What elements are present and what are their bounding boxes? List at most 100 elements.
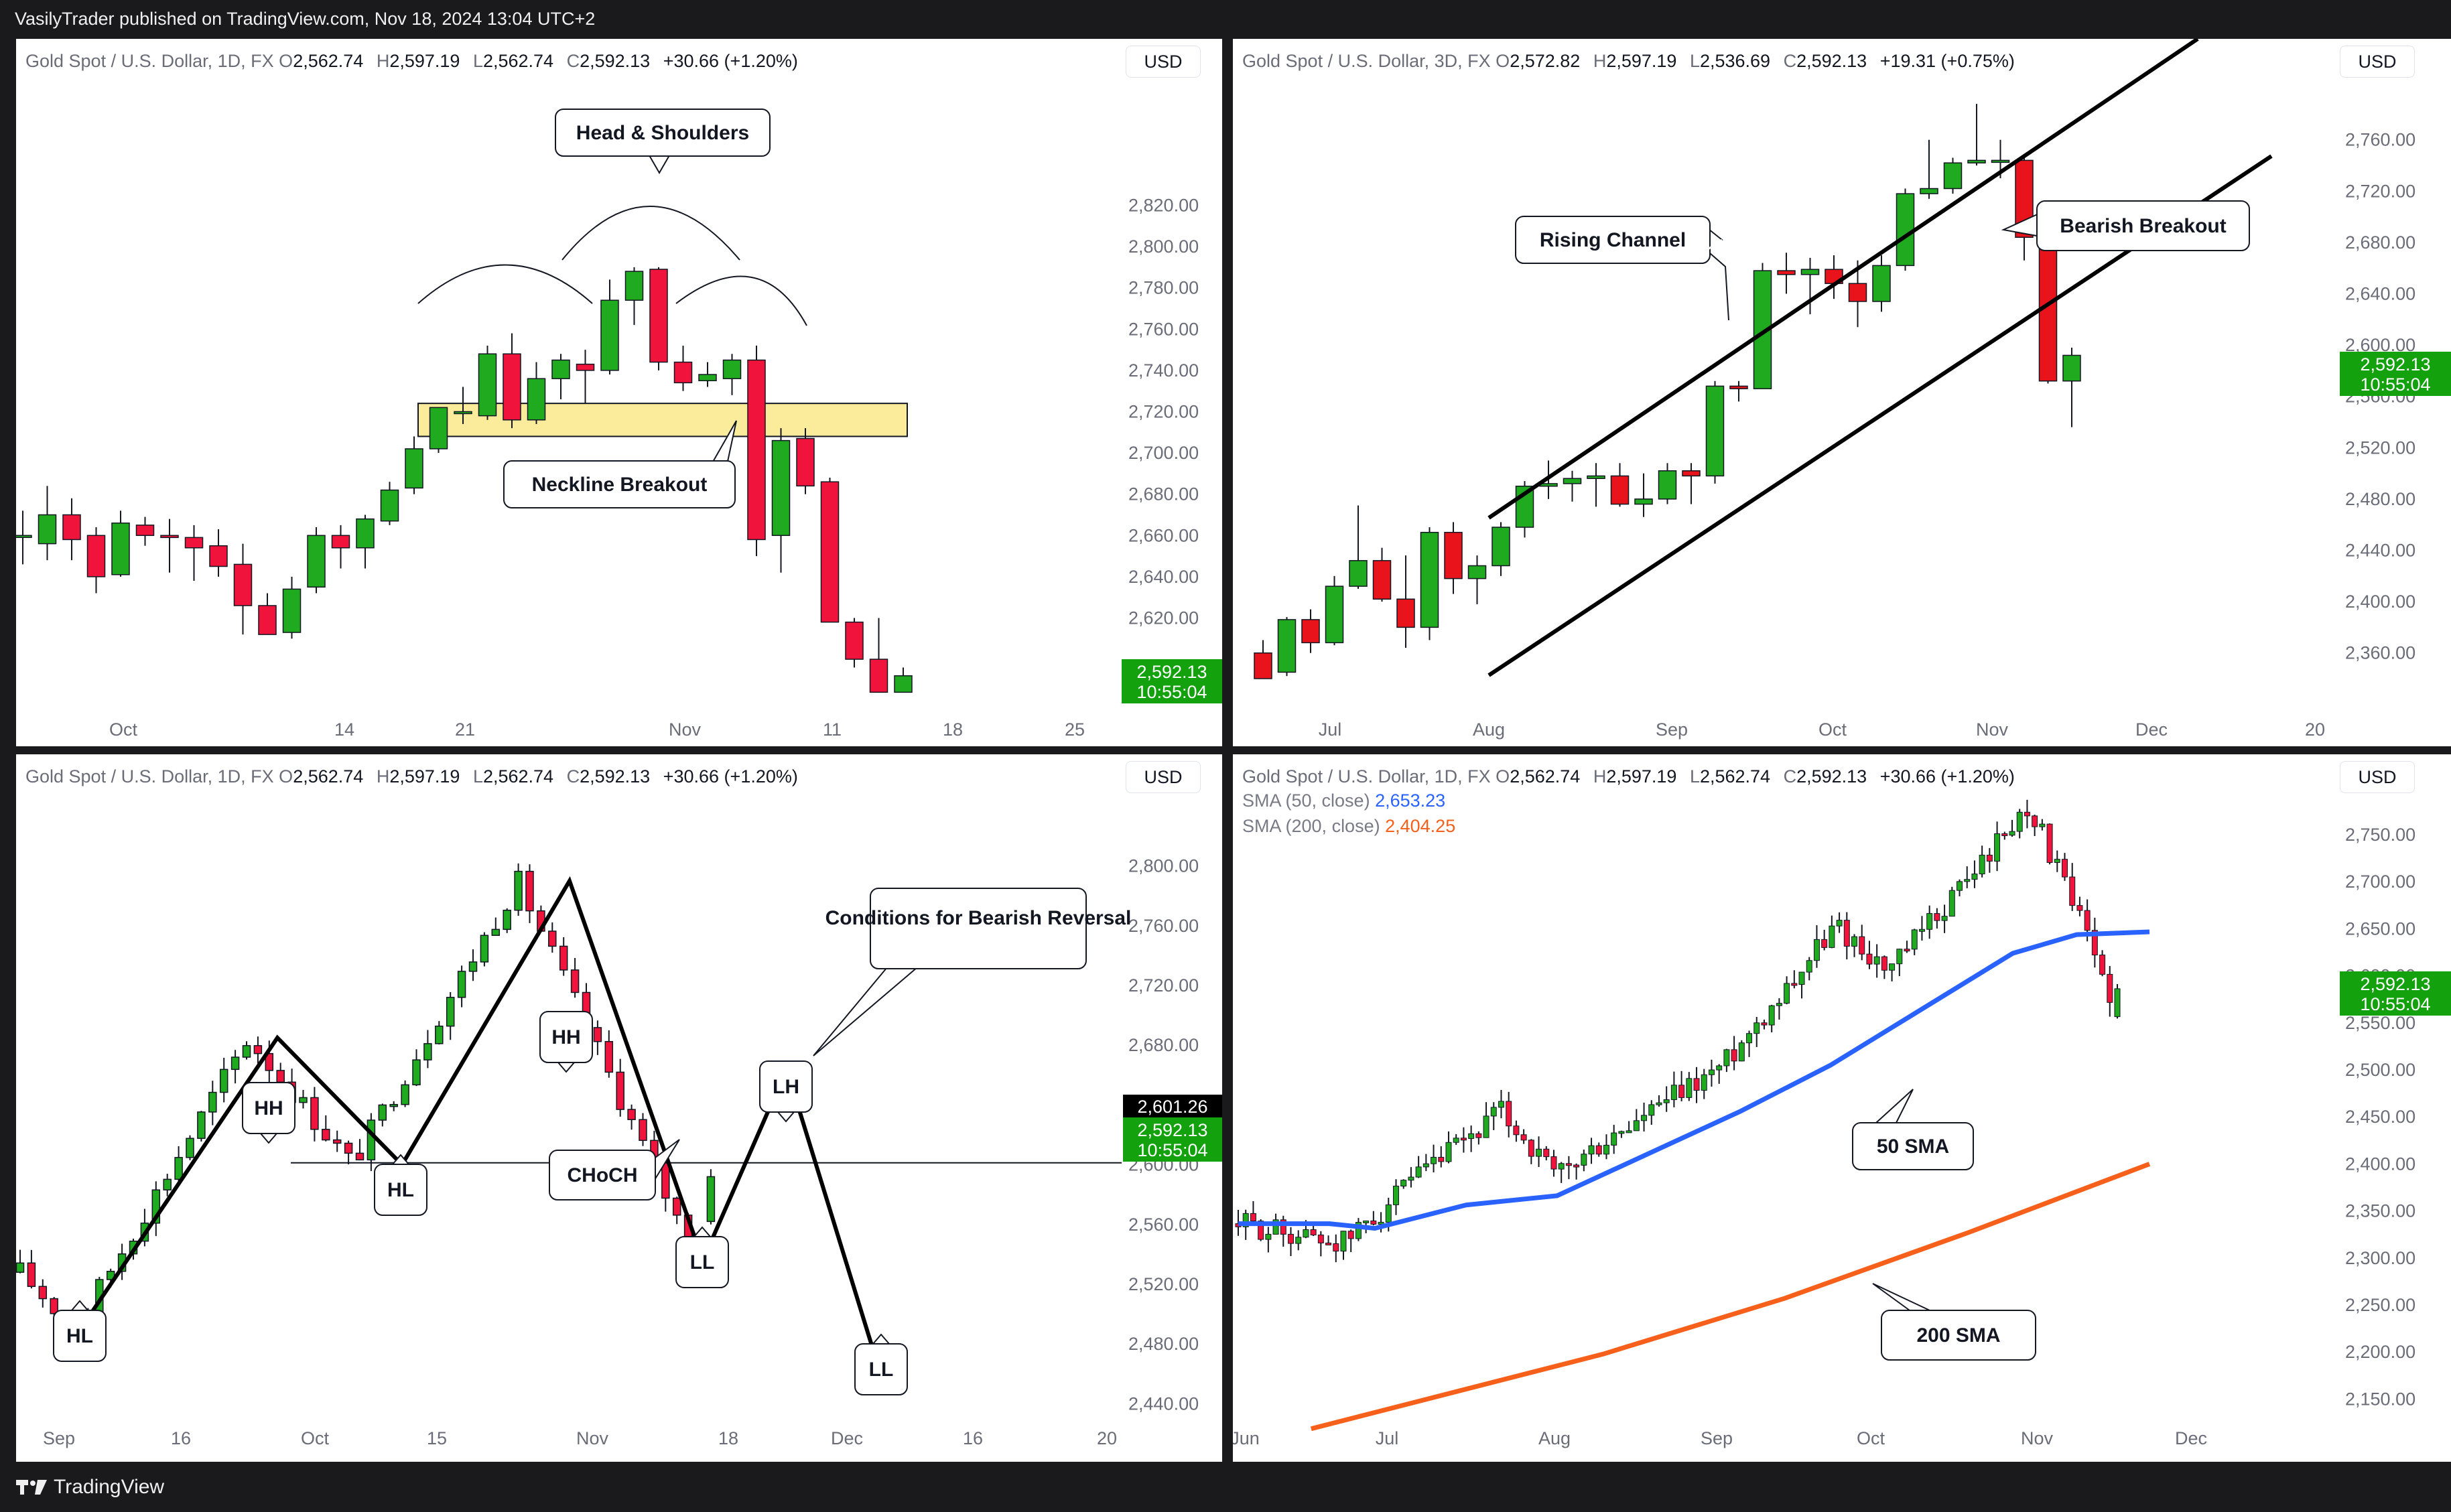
candle-body[interactable] xyxy=(593,1027,602,1042)
candle-body[interactable] xyxy=(1896,949,1903,965)
candle-body[interactable] xyxy=(412,1059,421,1086)
candle-body[interactable] xyxy=(1363,1220,1370,1223)
candle-body[interactable] xyxy=(2107,973,2113,1003)
candle-body[interactable] xyxy=(1536,1148,1542,1157)
candle-body[interactable] xyxy=(1422,1163,1429,1168)
candle-body[interactable] xyxy=(1761,1022,1768,1026)
candle-body[interactable] xyxy=(570,969,580,993)
candle-body[interactable] xyxy=(1587,475,1605,480)
candle-body[interactable] xyxy=(219,1069,228,1093)
candle-body[interactable] xyxy=(367,1119,376,1161)
candle-body[interactable] xyxy=(208,1091,217,1113)
sma50-legend[interactable]: SMA (50, close) 2,653.23 xyxy=(1242,791,1445,811)
candle-body[interactable] xyxy=(1941,916,1948,921)
candle-body[interactable] xyxy=(405,448,423,489)
candle-body[interactable] xyxy=(1656,1102,1662,1105)
candle-body[interactable] xyxy=(1378,1221,1384,1225)
candle-body[interactable] xyxy=(1340,1231,1347,1252)
candle-body[interactable] xyxy=(1603,1144,1609,1155)
candle-body[interactable] xyxy=(525,870,534,912)
candle-body[interactable] xyxy=(1678,1085,1685,1098)
candle-body[interactable] xyxy=(1565,1163,1572,1166)
candle-body[interactable] xyxy=(1258,1221,1264,1240)
candle-body[interactable] xyxy=(253,1045,263,1054)
candle-body[interactable] xyxy=(2084,910,2091,931)
candle-body[interactable] xyxy=(1490,1107,1497,1117)
channel-upper-line[interactable] xyxy=(1487,39,2199,520)
candle-body[interactable] xyxy=(1920,188,1938,194)
candle-body[interactable] xyxy=(869,659,888,693)
candle-body[interactable] xyxy=(1746,1033,1753,1044)
candle-body[interactable] xyxy=(1991,159,2010,163)
candle-body[interactable] xyxy=(1349,560,1368,587)
candle-body[interactable] xyxy=(1663,1099,1670,1103)
candle-body[interactable] xyxy=(197,1111,206,1140)
candle-body[interactable] xyxy=(1873,956,1880,965)
candle-body[interactable] xyxy=(1333,1243,1339,1252)
candle-body[interactable] xyxy=(1626,1130,1632,1133)
candle-body[interactable] xyxy=(1872,265,1891,302)
candle-body[interactable] xyxy=(389,1103,398,1107)
candle-body[interactable] xyxy=(1483,1115,1489,1138)
candle-body[interactable] xyxy=(355,1152,365,1161)
candle-body[interactable] xyxy=(1791,983,1798,986)
chart-panel-market-structure[interactable]: 2,800.002,760.002,720.002,680.002,640.00… xyxy=(16,754,1222,1462)
candle-body[interactable] xyxy=(2016,811,2023,832)
candle-body[interactable] xyxy=(307,535,326,588)
candle-body[interactable] xyxy=(1325,586,1344,644)
candle-body[interactable] xyxy=(457,971,466,998)
candle-body[interactable] xyxy=(423,1043,432,1060)
candle-body[interactable] xyxy=(2001,833,2008,837)
candle-body[interactable] xyxy=(27,1262,36,1288)
candle-body[interactable] xyxy=(2039,823,2046,827)
candle-body[interactable] xyxy=(401,1084,409,1105)
candle-body[interactable] xyxy=(2046,823,2053,863)
candle-body[interactable] xyxy=(331,535,350,549)
candle-body[interactable] xyxy=(624,271,644,301)
candle-body[interactable] xyxy=(491,929,501,936)
candle-body[interactable] xyxy=(2069,876,2076,906)
candle-body[interactable] xyxy=(1686,1078,1693,1098)
candle-body[interactable] xyxy=(2009,831,2015,836)
candle-body[interactable] xyxy=(1784,983,1790,1004)
candle-body[interactable] xyxy=(62,514,81,541)
candle-body[interactable] xyxy=(1633,1120,1640,1131)
candle-body[interactable] xyxy=(378,1104,387,1121)
candle-body[interactable] xyxy=(503,353,521,421)
head-arc[interactable] xyxy=(561,206,740,261)
candle-body[interactable] xyxy=(1438,1156,1445,1162)
candle-body[interactable] xyxy=(186,1138,194,1158)
candle-body[interactable] xyxy=(1821,939,1828,948)
sma50-line[interactable] xyxy=(1238,929,2150,1231)
candle-body[interactable] xyxy=(1708,1069,1715,1075)
candle-body[interactable] xyxy=(1408,1176,1414,1181)
candle-body[interactable] xyxy=(1964,879,1971,882)
candle-body[interactable] xyxy=(1581,1154,1587,1166)
candle-body[interactable] xyxy=(1648,1104,1655,1116)
candle-body[interactable] xyxy=(1701,1074,1707,1091)
candle-body[interactable] xyxy=(1415,1166,1422,1178)
candle-body[interactable] xyxy=(1325,1242,1332,1245)
currency-button[interactable]: USD xyxy=(2340,46,2415,78)
candle-body[interactable] xyxy=(151,1189,161,1224)
candle-body[interactable] xyxy=(1731,1049,1737,1062)
candle-body[interactable] xyxy=(1460,1138,1467,1141)
candle-body[interactable] xyxy=(1265,1233,1272,1240)
candle-body[interactable] xyxy=(1979,854,1985,875)
neckline-zone[interactable] xyxy=(417,403,908,437)
left-shoulder-arc[interactable] xyxy=(417,264,593,304)
candle-body[interactable] xyxy=(1287,1233,1294,1244)
currency-button[interactable]: USD xyxy=(1126,46,1201,78)
candle-body[interactable] xyxy=(559,945,568,971)
candle-body[interactable] xyxy=(1618,1131,1625,1134)
chart-panel-moving-averages[interactable]: 2,750.002,700.002,650.002,600.002,550.00… xyxy=(1233,754,2451,1462)
candle-body[interactable] xyxy=(38,514,57,545)
candle-body[interactable] xyxy=(706,1176,716,1223)
candle-body[interactable] xyxy=(1355,1222,1362,1239)
currency-button[interactable]: USD xyxy=(1126,761,1201,793)
candle-body[interactable] xyxy=(698,374,717,382)
candle-body[interactable] xyxy=(1277,619,1297,673)
candle-body[interactable] xyxy=(1836,920,1843,926)
candle-body[interactable] xyxy=(796,437,815,487)
candle-body[interactable] xyxy=(454,411,472,415)
